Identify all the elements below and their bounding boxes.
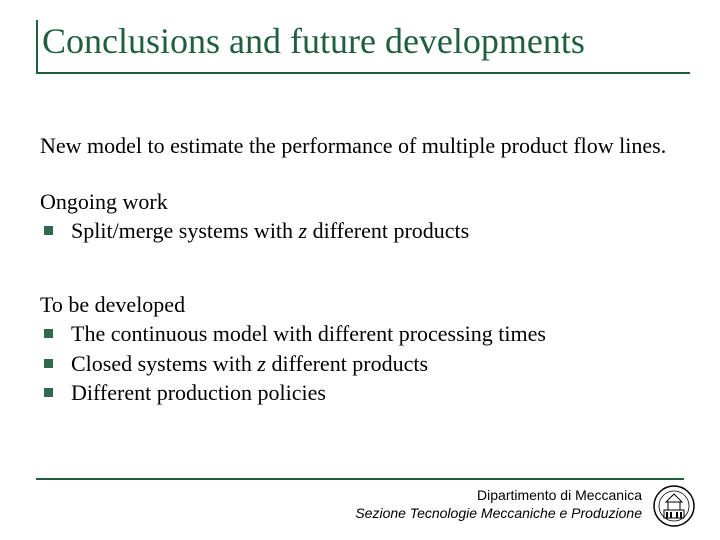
list-item: Split/merge systems with z different pro…: [40, 217, 680, 245]
institution-logo-icon: [652, 484, 696, 528]
text-fragment: Split/merge systems with: [71, 218, 299, 243]
spacer: [40, 245, 680, 273]
text-fragment: different products: [307, 218, 469, 243]
bullet-text: Split/merge systems with z different pro…: [71, 217, 680, 245]
slide-body: New model to estimate the performance of…: [40, 132, 680, 407]
title-underline: [36, 72, 690, 74]
intro-paragraph: New model to estimate the performance of…: [40, 132, 680, 160]
todev-heading: To be developed: [40, 291, 680, 319]
text-fragment: Closed systems with: [71, 351, 257, 376]
footer-line2: Sezione Tecnologie Meccaniche e Produzio…: [355, 504, 642, 522]
bullet-icon: [44, 226, 53, 235]
text-fragment-italic: z: [257, 351, 266, 376]
bullet-icon: [44, 329, 53, 338]
text-fragment: Different production policies: [71, 380, 326, 405]
footer-text: Dipartimento di Meccanica Sezione Tecnol…: [355, 486, 642, 522]
bullet-icon: [44, 359, 53, 368]
bullet-text: The continuous model with different proc…: [71, 320, 680, 348]
list-item: Different production policies: [40, 379, 680, 407]
footer-line1: Dipartimento di Meccanica: [355, 486, 642, 504]
list-item: The continuous model with different proc…: [40, 320, 680, 348]
list-item: Closed systems with z different products: [40, 350, 680, 378]
ongoing-heading: Ongoing work: [40, 188, 680, 216]
title-side-rule: [36, 20, 38, 72]
text-fragment: different products: [266, 351, 428, 376]
footer-rule: [36, 478, 684, 480]
slide: Conclusions and future developments New …: [0, 0, 720, 540]
bullet-icon: [44, 388, 53, 397]
text-fragment: The continuous model with different proc…: [71, 321, 546, 346]
text-fragment-italic: z: [299, 218, 308, 243]
slide-title: Conclusions and future developments: [42, 20, 585, 62]
bullet-text: Different production policies: [71, 379, 680, 407]
bullet-text: Closed systems with z different products: [71, 350, 680, 378]
